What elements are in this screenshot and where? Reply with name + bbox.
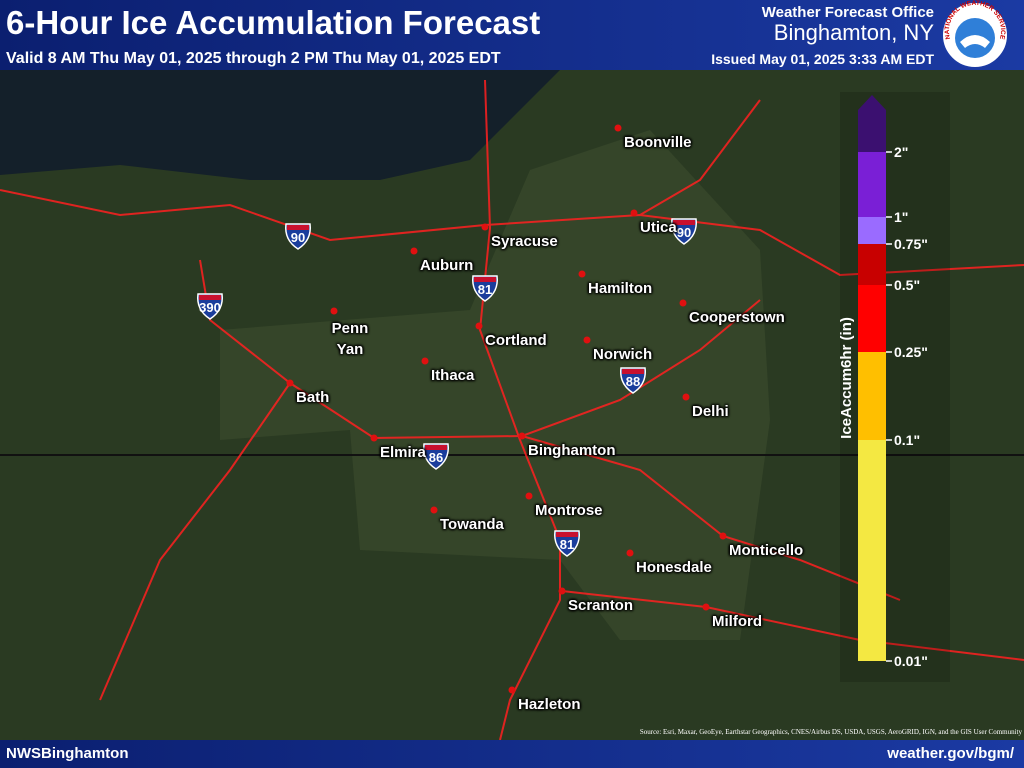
city-dot <box>719 532 727 540</box>
interstate-shield <box>285 223 311 250</box>
city-label: Penn Yan <box>331 320 369 358</box>
city-dot <box>475 322 483 330</box>
city-dot <box>702 603 710 611</box>
legend-label: 1" <box>894 209 908 225</box>
city-dot <box>578 270 586 278</box>
shield-top <box>474 277 496 282</box>
city-dot <box>410 247 418 255</box>
legend-swatch <box>858 244 886 285</box>
legend-title: IceAccum6hr (in) <box>838 317 855 439</box>
city-label: Elmira <box>380 444 426 461</box>
interstate-shield <box>671 218 697 245</box>
city-label: Norwich <box>593 346 653 363</box>
interstate-label: 88 <box>626 374 640 389</box>
shield-top <box>622 369 644 374</box>
city-label: Scranton <box>568 597 634 614</box>
shield-top <box>425 445 447 450</box>
footer-left: NWSBinghamton <box>6 745 129 762</box>
city-label: Milford <box>712 613 762 630</box>
legend-bg <box>840 92 950 682</box>
title: 6-Hour Ice Accumulation Forecast <box>6 4 541 41</box>
interstate-label: 90 <box>677 225 691 240</box>
interstate-label: 86 <box>429 450 443 465</box>
city-dot <box>558 587 566 595</box>
legend-swatch <box>858 217 886 244</box>
legend-swatch <box>858 152 886 217</box>
legend-label: 0.01" <box>894 653 928 669</box>
city-label: Auburn <box>420 257 474 274</box>
city-label: Utica <box>640 219 677 236</box>
legend-swatch <box>858 95 886 152</box>
city-dot <box>286 379 294 387</box>
city-label: Ithaca <box>431 367 475 384</box>
city-dot <box>626 549 634 557</box>
city-label: Monticello <box>729 542 804 559</box>
city-dot <box>508 686 516 694</box>
shield-top <box>673 220 695 225</box>
city-dot <box>370 434 378 442</box>
legend-label: 0.25" <box>894 344 928 360</box>
city-dot <box>330 307 338 315</box>
interstate-label: 81 <box>478 282 492 297</box>
city-label: Delhi <box>692 403 729 420</box>
city-label: Montrose <box>535 502 603 519</box>
interstate-shield <box>472 275 498 302</box>
footer-right: weather.gov/bgm/ <box>887 745 1014 762</box>
office-location: Binghamton, NY <box>773 20 934 45</box>
city-label: Binghamton <box>528 442 616 459</box>
city-dot <box>630 209 638 217</box>
city-dot <box>682 393 690 401</box>
issued: Issued May 01, 2025 3:33 AM EDT <box>711 51 934 67</box>
city-dot <box>481 223 489 231</box>
interstate-shield <box>197 293 223 320</box>
city-label: Hamilton <box>588 280 653 297</box>
shield-top <box>199 295 221 300</box>
city-label: Towanda <box>440 516 504 533</box>
legend-swatch <box>858 285 886 352</box>
city-label: Boonville <box>624 134 692 151</box>
interstate-shield <box>554 530 580 557</box>
city-label: Cortland <box>485 332 547 349</box>
city-label: Bath <box>296 389 330 406</box>
legend-swatch <box>858 440 886 661</box>
valid-time: Valid 8 AM Thu May 01, 2025 through 2 PM… <box>6 50 501 67</box>
office: Weather Forecast Office <box>761 4 934 21</box>
city-dot <box>525 492 533 500</box>
interstate-shield <box>620 367 646 394</box>
interstate-shield <box>423 443 449 470</box>
city-label: Cooperstown <box>689 309 785 326</box>
attribution: Source: Esri, Maxar, GeoEye, Earthstar G… <box>639 728 1022 736</box>
legend-label: 0.5" <box>894 277 920 293</box>
legend-label: 0.1" <box>894 432 920 448</box>
interstate-label: 90 <box>291 230 305 245</box>
legend-label: 0.75" <box>894 236 928 252</box>
interstate-label: 390 <box>199 300 221 315</box>
city-dot <box>583 336 591 344</box>
legend-label: 2" <box>894 144 908 160</box>
city-dot <box>430 506 438 514</box>
city-dot <box>421 357 429 365</box>
shield-top <box>287 225 309 230</box>
city-label: Syracuse <box>491 233 558 250</box>
shield-top <box>556 532 578 537</box>
city-dot <box>679 299 687 307</box>
city-dot <box>518 432 526 440</box>
city-label: Honesdale <box>636 559 712 576</box>
interstate-label: 81 <box>560 537 574 552</box>
city-dot <box>614 124 622 132</box>
city-label: Hazleton <box>518 696 581 713</box>
legend-swatch <box>858 352 886 440</box>
